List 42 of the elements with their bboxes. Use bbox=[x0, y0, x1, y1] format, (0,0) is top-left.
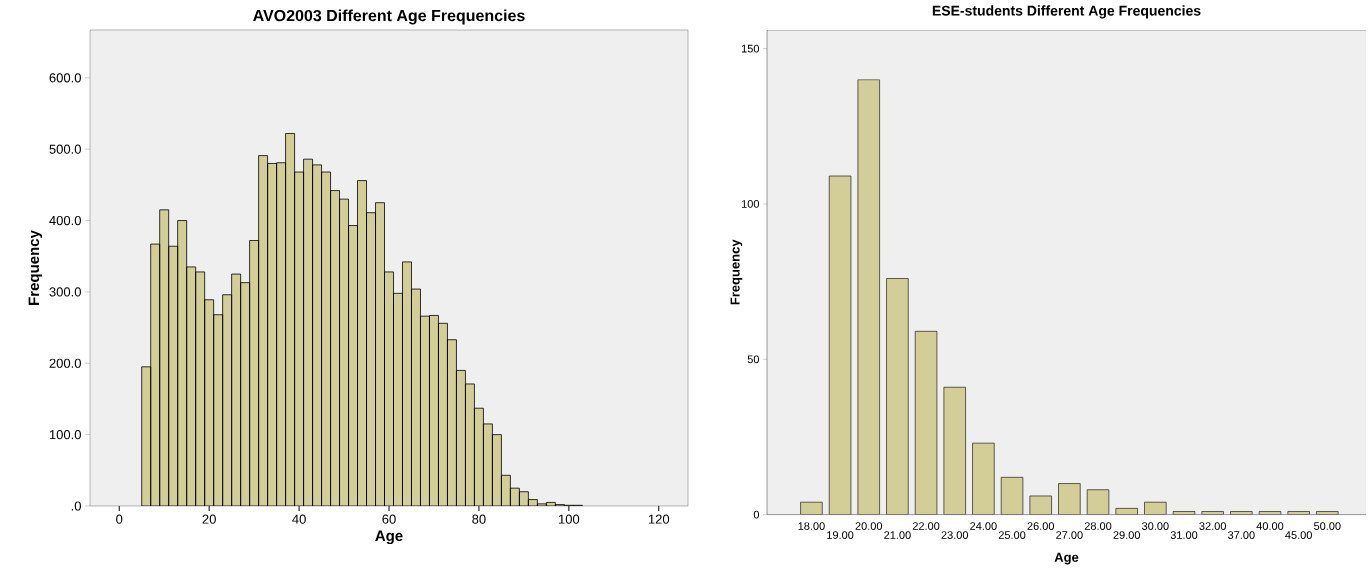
x-tick-label: 120 bbox=[648, 514, 670, 524]
x-tick-label: 31.00 bbox=[1170, 531, 1198, 539]
y-tick-label: 200.0 bbox=[49, 358, 81, 368]
y-tick-label: 500.0 bbox=[49, 144, 81, 154]
x-axis-title: Age bbox=[375, 530, 403, 545]
x-tick-label: 21.00 bbox=[884, 531, 911, 539]
x-tick-label: 45.00 bbox=[1285, 531, 1312, 539]
y-tick-label: 300.0 bbox=[49, 287, 81, 297]
chart-title: ESE-students Different Age Frequencies bbox=[932, 5, 1201, 19]
x-tick-label: 60 bbox=[382, 514, 396, 524]
x-tick-label: 0 bbox=[116, 514, 123, 524]
x-tick-label: 80 bbox=[472, 514, 486, 524]
x-tick-label: 20.00 bbox=[855, 522, 883, 530]
y-axis-title: Frequency bbox=[28, 230, 43, 305]
x-tick-label: 24.00 bbox=[970, 522, 997, 530]
x-tick-label: 37.00 bbox=[1227, 531, 1255, 539]
x-tick-label: 32.00 bbox=[1199, 522, 1226, 530]
x-tick-label: 50.00 bbox=[1313, 522, 1341, 530]
y-axis-title: Frequency bbox=[730, 239, 743, 305]
x-tick-label: 40 bbox=[292, 514, 306, 524]
x-tick-label: 40.00 bbox=[1256, 522, 1284, 530]
x-tick-label: 27.00 bbox=[1056, 531, 1083, 539]
y-tick-label: 150 bbox=[741, 44, 760, 53]
y-tick-label: .0 bbox=[71, 501, 81, 511]
y-tick-label: 400.0 bbox=[49, 215, 81, 226]
x-tick-label: 28.00 bbox=[1084, 522, 1112, 530]
x-tick-label: 20 bbox=[202, 514, 216, 524]
x-axis-title: Age bbox=[1054, 552, 1079, 565]
chart-title: AVO2003 Different Age Frequencies bbox=[253, 9, 525, 25]
x-tick-label: 19.00 bbox=[827, 531, 854, 539]
y-tick-label: 100 bbox=[741, 200, 760, 208]
x-tick-label: 23.00 bbox=[941, 531, 969, 539]
x-tick-label: 100 bbox=[559, 514, 580, 524]
x-tick-label: 18.00 bbox=[798, 522, 825, 530]
x-tick-label: 22.00 bbox=[912, 522, 940, 530]
x-tick-label: 29.00 bbox=[1113, 531, 1141, 539]
y-tick-label: 50 bbox=[747, 355, 760, 364]
x-tick-label: 25.00 bbox=[998, 531, 1026, 539]
y-tick-label: 100.0 bbox=[49, 430, 81, 440]
y-tick-label: 600.0 bbox=[49, 73, 81, 83]
x-tick-label: 30.00 bbox=[1142, 522, 1169, 530]
x-tick-label: 26.00 bbox=[1027, 522, 1055, 530]
